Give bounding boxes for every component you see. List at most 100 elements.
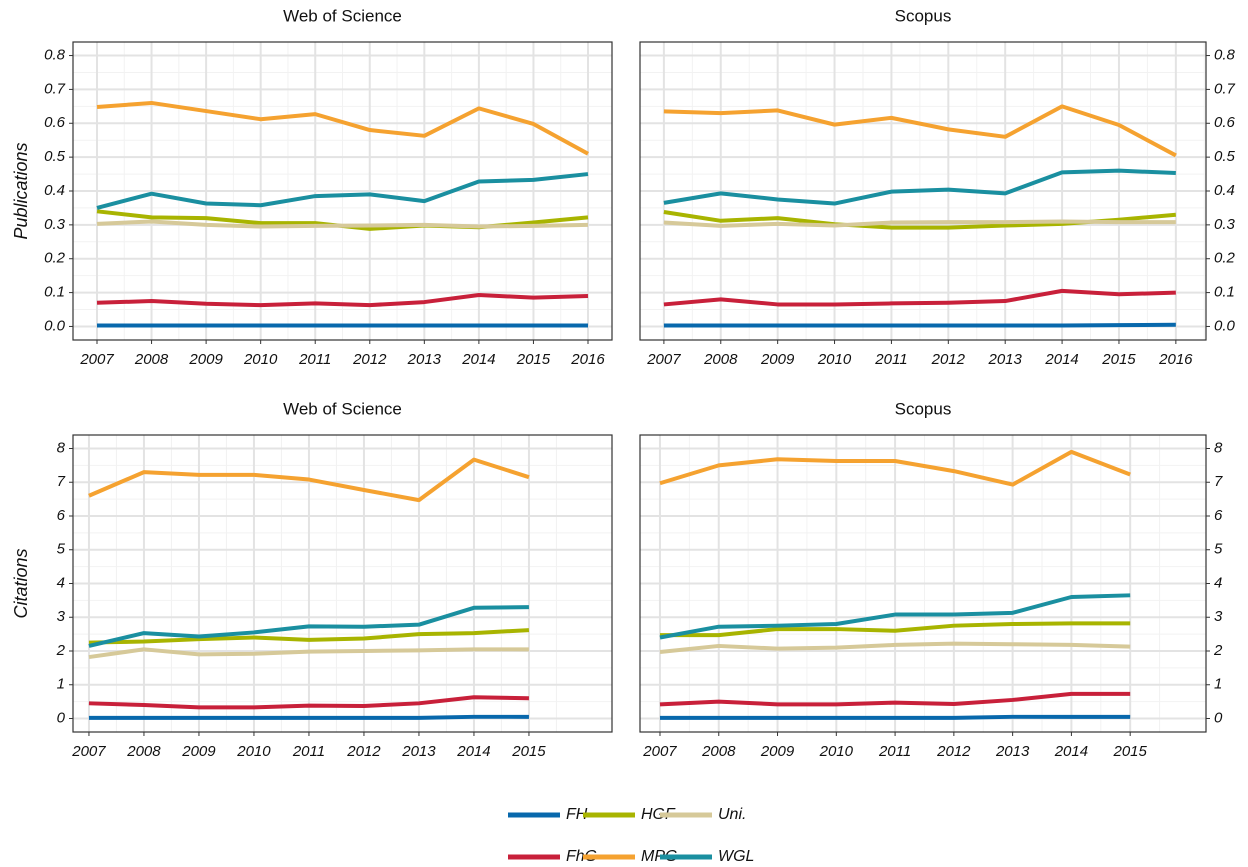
x-tick-label: 2011 xyxy=(878,743,911,760)
y-tick-label: 7 xyxy=(1214,473,1223,490)
series-line xyxy=(659,593,1131,640)
x-tick-label: 2007 xyxy=(646,351,681,368)
panel-title: Scopus xyxy=(895,399,952,418)
panel-title: Web of Science xyxy=(283,399,402,418)
y-tick-label: 4 xyxy=(57,574,65,591)
y-tick-label: 0 xyxy=(1214,709,1223,726)
y-tick-label: 0.7 xyxy=(44,80,66,97)
panel: 2007 2008 2009 2010 2011 2012 2013 2014 2015 2016… xyxy=(11,6,613,368)
x-tick-label: 2014 xyxy=(1044,351,1078,368)
y-tick-label: 0.8 xyxy=(1214,47,1236,64)
series-line xyxy=(663,104,1177,158)
x-tick-label: 2012 xyxy=(931,351,966,368)
series-line xyxy=(663,219,1176,228)
panel: 2007 2008 2009 2010 2011 2012 2013 2014 2015 0 1 2 3… xyxy=(639,399,1223,760)
x-tick-label: 2009 xyxy=(181,743,216,760)
plot-border xyxy=(72,41,613,341)
x-tick-label: 2007 xyxy=(71,743,106,760)
series-line xyxy=(88,714,529,720)
legend-label: WGL xyxy=(718,848,754,865)
x-tick-label: 2013 xyxy=(995,743,1030,760)
x-tick-label: 2011 xyxy=(298,351,331,368)
series-line xyxy=(663,322,1176,328)
series-line xyxy=(96,219,589,229)
legend-label: Uni. xyxy=(718,806,746,823)
y-tick-label: 7 xyxy=(57,473,66,490)
y-tick-label: 3 xyxy=(57,608,66,625)
x-tick-label: 2012 xyxy=(346,743,381,760)
y-tick-label: 6 xyxy=(1214,507,1223,524)
y-tick-label: 0.2 xyxy=(1214,250,1236,267)
x-tick-label: 2013 xyxy=(407,351,442,368)
x-tick-label: 2016 xyxy=(1158,351,1193,368)
x-tick-label: 2007 xyxy=(79,351,114,368)
y-tick-label: 5 xyxy=(1214,541,1223,558)
panel: 2007 2008 2009 2010 2011 2012 2013 2014 2015 0 1 2 3… xyxy=(11,399,613,760)
series-line xyxy=(659,641,1131,655)
y-tick-label: 1 xyxy=(1214,676,1222,693)
y-tick-label: 0.0 xyxy=(44,317,66,334)
legend-label: HGF xyxy=(641,806,676,823)
series-line xyxy=(659,621,1131,638)
legend-label: FH xyxy=(566,806,588,823)
x-tick-label: 2008 xyxy=(701,743,736,760)
x-tick-label: 2015 xyxy=(1112,743,1147,760)
x-tick-label: 2015 xyxy=(516,351,551,368)
y-tick-label: 0.5 xyxy=(1214,148,1236,165)
series-line xyxy=(88,628,530,645)
y-axis-label: Citations xyxy=(11,548,31,618)
x-tick-label: 2012 xyxy=(352,351,387,368)
y-tick-label: 0.4 xyxy=(1214,182,1235,199)
x-tick-label: 2011 xyxy=(874,351,907,368)
y-tick-label: 0.8 xyxy=(44,47,66,64)
series-line xyxy=(96,100,589,156)
x-tick-label: 2010 xyxy=(817,351,852,368)
series-line xyxy=(663,168,1176,206)
plot-border xyxy=(72,434,613,733)
series-line xyxy=(88,647,529,660)
y-tick-label: 2 xyxy=(56,642,66,659)
y-tick-label: 1 xyxy=(57,676,65,693)
x-tick-label: 2011 xyxy=(292,743,325,760)
x-tick-label: 2012 xyxy=(936,743,971,760)
series-line xyxy=(663,288,1176,307)
y-tick-label: 5 xyxy=(57,541,66,558)
y-tick-label: 0.3 xyxy=(1214,216,1236,233)
x-tick-label: 2013 xyxy=(401,743,436,760)
x-tick-label: 2016 xyxy=(570,351,605,368)
x-tick-label: 2008 xyxy=(134,351,169,368)
x-tick-label: 2007 xyxy=(642,743,677,760)
y-tick-label: 2 xyxy=(1213,642,1223,659)
y-tick-label: 0.2 xyxy=(44,250,66,267)
x-tick-label: 2013 xyxy=(988,351,1023,368)
y-tick-label: 0.1 xyxy=(1214,284,1235,301)
y-tick-label: 0.1 xyxy=(44,284,65,301)
x-tick-label: 2015 xyxy=(511,743,546,760)
y-tick-label: 0.6 xyxy=(1214,114,1236,131)
y-tick-label: 6 xyxy=(57,507,66,524)
x-tick-label: 2009 xyxy=(760,743,795,760)
panel-title: Web of Science xyxy=(283,6,402,25)
y-tick-label: 4 xyxy=(1214,574,1222,591)
panel: 2007 2008 2009 2010 2011 2012 2013 2014 2015 2016… xyxy=(639,6,1236,368)
x-tick-label: 2014 xyxy=(456,743,490,760)
x-tick-label: 2014 xyxy=(1054,743,1088,760)
legend-label: FhG xyxy=(566,848,597,865)
y-tick-label: 8 xyxy=(1214,439,1223,456)
y-tick-label: 8 xyxy=(57,439,66,456)
series-line xyxy=(659,714,1131,720)
series-line xyxy=(96,172,589,210)
series-line xyxy=(659,449,1131,487)
x-tick-label: 2008 xyxy=(126,743,161,760)
panel-title: Scopus xyxy=(895,6,952,25)
y-tick-label: 0.7 xyxy=(1214,80,1236,97)
y-tick-label: 0.6 xyxy=(44,114,66,131)
plot-border xyxy=(639,434,1207,733)
y-tick-label: 0.0 xyxy=(1214,317,1236,334)
series-line xyxy=(88,695,529,710)
x-tick-label: 2009 xyxy=(188,351,223,368)
x-tick-label: 2014 xyxy=(461,351,495,368)
plot-border xyxy=(639,41,1207,341)
y-tick-label: 0 xyxy=(57,709,66,726)
